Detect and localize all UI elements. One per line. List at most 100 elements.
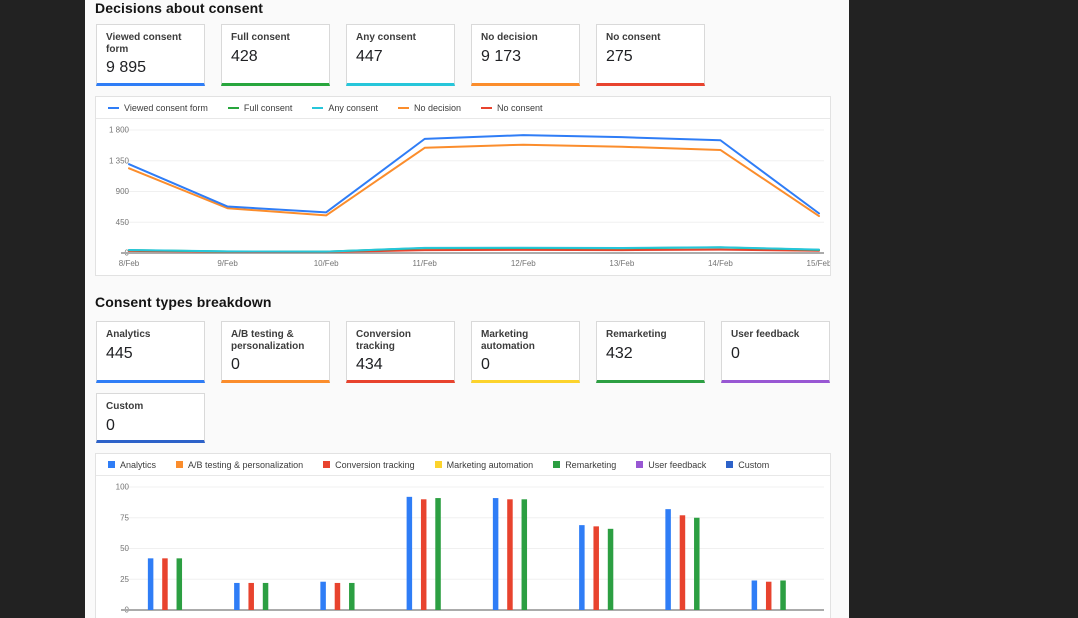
stat-card: Viewed consent form 9 895 [96,24,205,86]
stat-card-value: 275 [606,47,633,65]
dark-backdrop-right [849,0,1078,618]
line-chart-legend: Viewed consent form Full consent Any conse… [96,97,830,119]
legend-marker-icon [636,461,644,468]
decisions-stat-cards: Viewed consent form 9 895 Full consent 428 A… [96,24,705,86]
svg-text:13/Feb: 13/Feb [609,259,634,268]
legend-item[interactable]: Full consent [227,102,293,113]
consent-types-bar-chart-panel: Analytics A/B testing & personalization Co… [95,453,831,618]
legend-marker-icon [312,106,324,109]
legend-item[interactable]: Remarketing [553,460,616,470]
stat-card: Custom 0 [96,393,205,443]
legend-label: No decision [413,102,461,113]
stat-card-label: No decision [481,32,538,43]
consent-types-stat-cards-row2: Custom 0 [96,393,205,443]
svg-text:100: 100 [116,483,130,492]
dashboard-content: Decisions about consent Viewed consent f… [85,0,849,618]
svg-text:1 350: 1 350 [109,156,130,165]
legend-marker-icon [323,461,331,468]
legend-label: Marketing automation [446,459,534,470]
legend-item[interactable]: User feedback [636,460,706,470]
stat-card-value: 9 173 [481,47,522,65]
svg-text:9/Feb: 9/Feb [217,259,238,268]
stat-card-label: Analytics [106,329,151,340]
stat-card: A/B testing & personalization 0 [221,321,330,383]
legend-item[interactable]: No decision [397,102,461,113]
legend-item[interactable]: Conversion tracking [323,460,415,470]
legend-marker-icon [108,461,115,468]
stat-card: Remarketing 432 [596,321,705,383]
legend-item[interactable]: Custom [726,460,769,470]
section-title-consent-types: Consent types breakdown [95,294,272,310]
legend-label: Viewed consent form [124,102,208,113]
legend-label: User feedback [648,459,707,470]
dark-backdrop-left [0,0,85,618]
stat-card-label: User feedback [731,329,800,340]
consent-types-bar-chart: 0255075100 [116,483,824,615]
stat-card-label: Full consent [231,32,290,43]
legend-label: Remarketing [565,459,617,470]
legend-marker-icon [227,106,239,109]
legend-label: No consent [496,102,543,113]
stat-card-label: Conversion tracking [356,329,412,352]
svg-text:75: 75 [120,513,129,522]
consent-types-stat-cards: Analytics 445 A/B testing & personalizatio… [96,321,830,383]
svg-text:10/Feb: 10/Feb [314,259,339,268]
stat-card: Analytics 445 [96,321,205,383]
legend-label: Conversion tracking [335,459,415,470]
stat-card: User feedback 0 [721,321,830,383]
stat-card-label: Viewed consent form [106,32,182,55]
stat-card-value: 428 [231,47,258,65]
svg-text:50: 50 [120,544,129,553]
stat-card: No consent 275 [596,24,705,86]
legend-marker-icon [176,461,184,468]
legend-item[interactable]: Analytics [108,460,156,470]
legend-label: Custom [738,459,770,470]
legend-label: Any consent [328,102,378,113]
stat-card-value: 0 [731,344,740,362]
svg-text:900: 900 [116,187,130,196]
stat-card-value: 445 [106,344,133,362]
legend-marker-icon [108,106,119,109]
legend-marker-icon [553,461,561,468]
legend-item[interactable]: Marketing automation [434,459,534,470]
stat-card-label: A/B testing & personalization [231,329,305,352]
legend-marker-icon [726,461,734,468]
stat-card-label: Remarketing [606,329,667,340]
svg-text:8/Feb: 8/Feb [119,259,140,268]
bar-chart-legend: Analytics A/B testing & personalization Co… [96,454,830,476]
decisions-line-chart-panel: Viewed consent form Full consent Any conse… [95,96,831,276]
stat-card-label: Marketing automation [481,329,535,352]
svg-text:11/Feb: 11/Feb [413,259,438,268]
svg-text:25: 25 [120,575,129,584]
svg-text:1 800: 1 800 [109,126,130,135]
svg-text:450: 450 [116,218,130,227]
stat-card-value: 0 [106,416,115,434]
stat-card-value: 9 895 [106,59,147,76]
legend-marker-icon [397,106,409,109]
legend-item[interactable]: A/B testing & personalization [176,460,303,470]
legend-label: A/B testing & personalization [188,459,304,470]
stat-card-value: 432 [606,344,633,362]
stat-card: Any consent 447 [346,24,455,86]
stat-card-value: 0 [231,356,240,373]
stat-card-label: Any consent [356,32,417,43]
legend-label: Analytics [120,459,157,470]
stat-card: No decision 9 173 [471,24,580,86]
stat-card-value: 434 [356,356,383,373]
section-title-decisions: Decisions about consent [95,0,263,16]
legend-item[interactable]: Viewed consent form [108,103,208,113]
stat-card-value: 447 [356,47,383,65]
svg-text:14/Feb: 14/Feb [708,259,733,268]
stat-card-label: No consent [606,32,661,43]
legend-item[interactable]: No consent [480,102,543,113]
stat-card: Conversion tracking 434 [346,321,455,383]
stat-card-value: 0 [481,356,490,373]
stat-card-label: Custom [106,401,144,412]
stat-card: Marketing automation 0 [471,321,580,383]
legend-label: Full consent [243,102,293,113]
svg-text:15/Feb: 15/Feb [807,259,830,268]
legend-marker-icon [480,106,492,109]
svg-text:12/Feb: 12/Feb [511,259,536,268]
legend-item[interactable]: Any consent [312,103,378,113]
